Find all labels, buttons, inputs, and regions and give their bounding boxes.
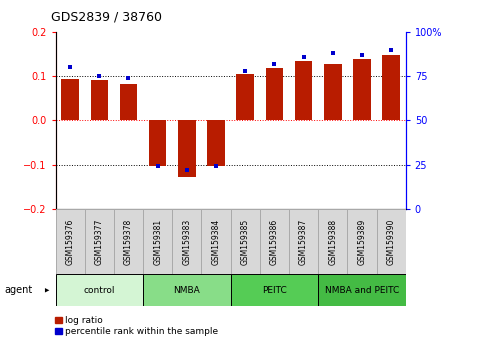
Bar xyxy=(120,84,137,120)
Text: GSM159381: GSM159381 xyxy=(153,218,162,265)
Text: control: control xyxy=(84,286,115,295)
Text: agent: agent xyxy=(5,285,33,295)
Bar xyxy=(324,64,341,120)
Bar xyxy=(85,209,114,274)
Text: GSM159378: GSM159378 xyxy=(124,218,133,265)
Bar xyxy=(260,209,289,274)
Text: GSM159384: GSM159384 xyxy=(212,218,221,265)
Bar xyxy=(347,209,377,274)
Text: GSM159386: GSM159386 xyxy=(270,218,279,265)
Bar xyxy=(353,59,370,120)
Bar xyxy=(114,209,143,274)
Legend: log ratio, percentile rank within the sample: log ratio, percentile rank within the sa… xyxy=(55,316,218,336)
Bar xyxy=(383,55,400,120)
Bar xyxy=(56,209,85,274)
Bar xyxy=(56,274,143,306)
Bar xyxy=(318,209,347,274)
Text: NMBA: NMBA xyxy=(173,286,200,295)
Bar xyxy=(201,209,231,274)
Bar xyxy=(231,274,318,306)
Bar xyxy=(318,274,406,306)
Text: GSM159390: GSM159390 xyxy=(386,218,396,265)
Bar xyxy=(231,209,260,274)
Text: GSM159387: GSM159387 xyxy=(299,218,308,265)
Text: GSM159389: GSM159389 xyxy=(357,218,367,265)
Bar xyxy=(172,209,201,274)
Text: PEITC: PEITC xyxy=(262,286,287,295)
Bar xyxy=(377,209,406,274)
Bar xyxy=(237,74,254,120)
Text: GSM159388: GSM159388 xyxy=(328,218,337,265)
Text: GSM159377: GSM159377 xyxy=(95,218,104,265)
Bar xyxy=(295,61,313,120)
Bar xyxy=(143,209,172,274)
Bar xyxy=(149,120,167,166)
Text: NMBA and PEITC: NMBA and PEITC xyxy=(325,286,399,295)
Bar xyxy=(207,120,225,166)
Bar xyxy=(289,209,318,274)
Text: GSM159385: GSM159385 xyxy=(241,218,250,265)
Bar xyxy=(143,274,231,306)
Text: GSM159383: GSM159383 xyxy=(183,218,191,265)
Bar xyxy=(91,80,108,120)
Bar xyxy=(61,79,79,120)
Text: GDS2839 / 38760: GDS2839 / 38760 xyxy=(51,10,162,23)
Text: GSM159376: GSM159376 xyxy=(66,218,75,265)
Bar xyxy=(178,120,196,177)
Bar xyxy=(266,68,283,120)
